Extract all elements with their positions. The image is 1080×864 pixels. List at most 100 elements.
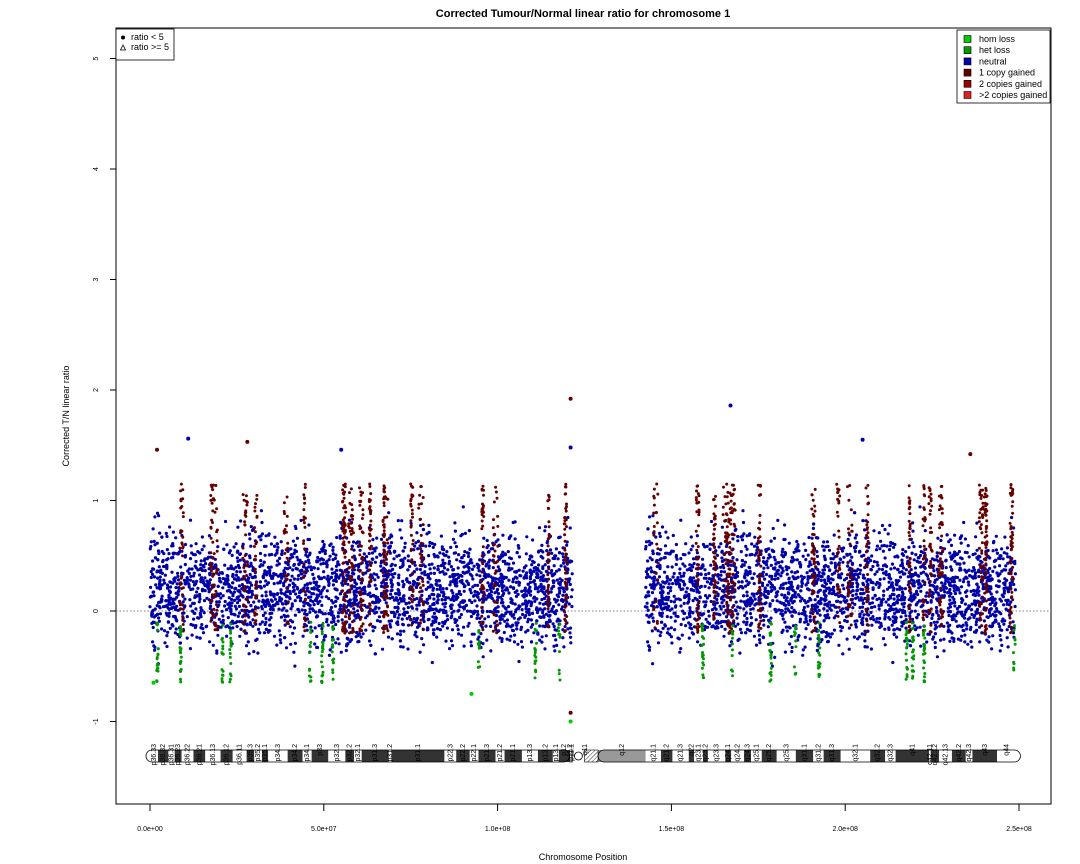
data-point xyxy=(397,583,401,587)
data-point xyxy=(456,572,460,577)
data-point xyxy=(883,556,887,560)
data-point xyxy=(819,574,823,579)
data-point xyxy=(498,621,502,625)
data-point xyxy=(221,594,225,598)
data-point xyxy=(297,562,301,566)
data-point xyxy=(371,609,375,613)
data-point xyxy=(205,579,209,583)
data-point xyxy=(282,606,286,610)
data-point xyxy=(423,570,427,574)
data-point xyxy=(532,595,537,599)
data-point xyxy=(495,587,500,592)
data-point xyxy=(413,563,417,567)
data-point xyxy=(784,581,788,585)
data-point xyxy=(449,565,453,569)
data-point xyxy=(304,593,308,597)
data-point xyxy=(236,525,240,529)
data-point xyxy=(262,560,266,564)
data-point xyxy=(869,568,874,572)
data-point xyxy=(357,632,361,636)
data-point xyxy=(770,577,774,581)
data-point xyxy=(315,560,319,564)
data-point xyxy=(192,617,196,621)
data-point xyxy=(478,574,482,578)
data-point xyxy=(982,619,987,623)
data-point xyxy=(441,558,445,562)
data-point xyxy=(744,553,748,557)
data-point xyxy=(152,539,156,544)
data-point xyxy=(1013,588,1018,592)
data-point xyxy=(736,539,740,543)
data-point xyxy=(496,581,500,586)
data-point xyxy=(453,617,457,622)
data-point xyxy=(486,581,490,585)
data-point xyxy=(785,572,789,576)
data-point xyxy=(937,614,941,618)
data-point xyxy=(807,535,811,540)
data-point xyxy=(509,634,513,638)
data-point xyxy=(246,577,250,582)
data-point xyxy=(545,549,549,553)
data-point xyxy=(459,534,463,538)
data-point xyxy=(268,571,272,576)
data-point xyxy=(539,554,543,559)
data-point xyxy=(748,532,752,536)
data-point xyxy=(316,601,320,605)
data-point xyxy=(1004,564,1008,568)
data-point xyxy=(301,634,305,638)
data-point xyxy=(525,571,529,575)
data-point xyxy=(431,586,435,590)
data-point xyxy=(166,630,170,634)
data-point xyxy=(1006,645,1010,649)
data-point xyxy=(352,572,356,576)
data-point xyxy=(264,572,269,576)
data-point xyxy=(420,637,424,641)
data-point xyxy=(472,564,476,568)
data-point xyxy=(459,613,463,617)
data-point xyxy=(504,611,508,616)
data-point xyxy=(514,575,518,579)
data-point xyxy=(460,560,464,564)
data-point xyxy=(238,590,242,594)
data-point xyxy=(415,625,420,630)
data-point xyxy=(524,589,528,593)
data-point xyxy=(841,560,845,564)
data-point xyxy=(409,521,413,525)
data-point xyxy=(497,568,502,572)
data-point xyxy=(388,536,392,540)
data-point xyxy=(536,608,540,612)
data-point xyxy=(935,610,939,614)
data-point xyxy=(539,571,543,575)
data-point xyxy=(544,621,549,626)
data-point xyxy=(303,622,307,626)
data-point xyxy=(1002,603,1006,607)
data-point xyxy=(269,542,273,546)
data-point xyxy=(541,602,546,606)
data-point xyxy=(316,614,320,618)
y-tick-label: 3 xyxy=(93,277,100,281)
data-point xyxy=(328,648,332,652)
data-point xyxy=(689,623,693,627)
data-point xyxy=(485,588,489,592)
data-point xyxy=(715,553,720,558)
data-point xyxy=(466,624,470,628)
data-point xyxy=(831,585,836,589)
data-point xyxy=(663,555,667,560)
data-point xyxy=(506,550,510,554)
data-point xyxy=(674,597,678,601)
data-point xyxy=(330,620,334,624)
data-point xyxy=(990,647,994,651)
data-point xyxy=(846,537,850,542)
data-point xyxy=(448,583,452,587)
data-point xyxy=(375,536,379,540)
data-point xyxy=(306,555,310,559)
data-point xyxy=(803,620,807,624)
data-point xyxy=(558,589,562,593)
data-point xyxy=(459,573,463,578)
data-point xyxy=(998,633,1002,638)
data-point xyxy=(834,593,839,597)
data-point xyxy=(162,552,166,556)
data-point xyxy=(825,540,830,544)
data-point xyxy=(469,558,473,562)
data-point xyxy=(650,604,654,608)
